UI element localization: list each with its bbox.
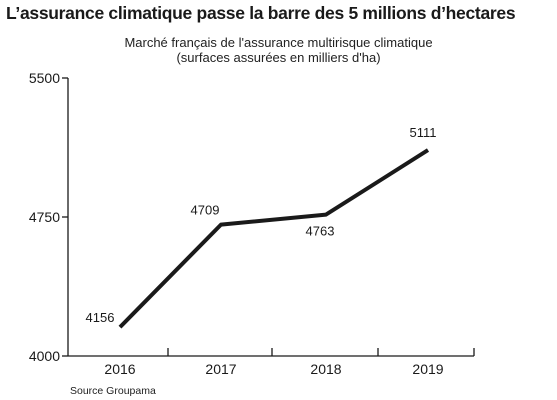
data-label: 4156 [86, 310, 115, 325]
x-tick-label: 2017 [205, 361, 236, 377]
data-label: 4763 [306, 224, 335, 239]
y-tick-label: 4000 [29, 348, 60, 364]
data-label: 5111 [410, 125, 437, 140]
chart-subtitle-line1: Marché français de l'assurance multirisq… [124, 35, 433, 50]
y-ticks: 4000 4750 5500 [29, 70, 68, 364]
x-tick-label: 2019 [412, 361, 443, 377]
source-note: Source Groupama [70, 385, 156, 397]
series-line [118, 148, 430, 329]
y-tick-label: 5500 [29, 70, 60, 86]
x-ticks: 2016 2017 2018 2019 [104, 348, 475, 377]
data-label: 4709 [191, 203, 220, 218]
data-labels: 4156 4709 4763 5111 [86, 125, 437, 325]
x-tick-label: 2018 [310, 361, 341, 377]
chart-title: L’assurance climatique passe la barre de… [6, 3, 516, 23]
y-tick-label: 4750 [29, 209, 60, 225]
chart-subtitle-line2: (surfaces assurées en milliers d'ha) [176, 50, 381, 65]
x-tick-label: 2016 [104, 361, 135, 377]
